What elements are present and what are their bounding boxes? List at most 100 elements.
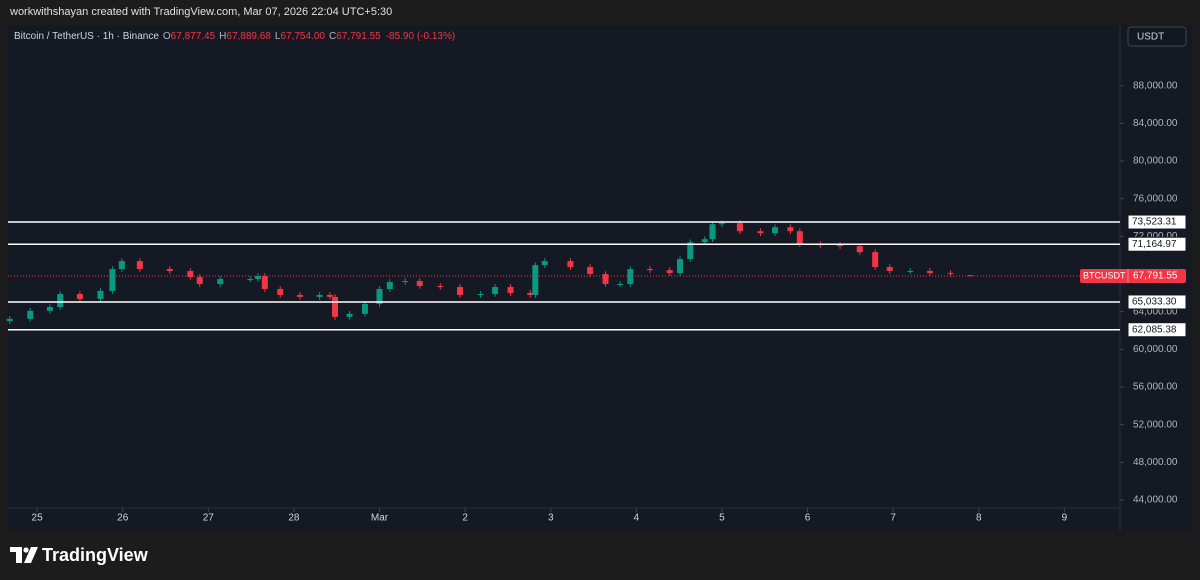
ohlc-value: 67,791.55 bbox=[336, 31, 381, 42]
candle-body bbox=[361, 303, 368, 314]
candle-body bbox=[437, 285, 444, 288]
y-tick-label: 72,000.00 bbox=[1133, 231, 1178, 242]
x-tick-label: 3 bbox=[548, 513, 554, 524]
level-label-box bbox=[1127, 214, 1187, 230]
candle-body bbox=[967, 275, 974, 277]
ohlc-key: C bbox=[329, 31, 336, 42]
candle-body bbox=[947, 273, 954, 275]
candle-body bbox=[541, 261, 548, 266]
candle-body bbox=[736, 223, 743, 232]
x-tick-label: 27 bbox=[203, 513, 215, 524]
ohlc-key: L bbox=[275, 31, 281, 42]
candle-body bbox=[109, 269, 116, 291]
ohlc-value: 67,877.45 bbox=[171, 31, 216, 42]
x-tick-label: 2 bbox=[462, 513, 468, 524]
x-tick-label: 8 bbox=[976, 513, 982, 524]
level-label: 71,164.97 bbox=[1132, 239, 1177, 250]
candle-body bbox=[456, 287, 463, 295]
candle-body bbox=[666, 270, 673, 274]
chart-panel bbox=[8, 25, 1192, 531]
level-label-box bbox=[1127, 294, 1187, 310]
candle-body bbox=[772, 227, 779, 234]
y-tick-label: 48,000.00 bbox=[1133, 457, 1178, 468]
candle-body bbox=[527, 292, 534, 295]
candle-body bbox=[837, 245, 844, 247]
x-tick-label: 5 bbox=[719, 513, 725, 524]
candle-body bbox=[676, 259, 683, 274]
logo-icon bbox=[10, 547, 38, 563]
ohlc-value: 67,754.00 bbox=[280, 31, 325, 42]
candle-body bbox=[118, 261, 125, 270]
y-tick-label: 88,000.00 bbox=[1133, 80, 1178, 91]
candle-body bbox=[627, 269, 634, 285]
candle-body bbox=[872, 252, 879, 268]
ohlc-value: 67,889.68 bbox=[226, 31, 271, 42]
candle-body bbox=[247, 279, 254, 281]
candle-body bbox=[76, 293, 83, 299]
plot: Bitcoin / TetherUS · 1h · Binance O67,877… bbox=[6, 31, 1187, 524]
candle-body bbox=[687, 242, 694, 260]
candle-body bbox=[587, 267, 594, 275]
candle-body bbox=[886, 267, 893, 272]
brand: TradingView bbox=[42, 545, 149, 565]
candle-body bbox=[196, 277, 203, 285]
level-label: 65,033.30 bbox=[1132, 297, 1177, 308]
candle-body bbox=[477, 293, 484, 295]
candle-body bbox=[617, 284, 624, 286]
candle-body bbox=[277, 289, 284, 295]
candle-body bbox=[326, 294, 333, 297]
x-tick-label: 4 bbox=[634, 513, 640, 524]
candle-body bbox=[416, 280, 423, 286]
candle-body bbox=[136, 261, 143, 270]
last-price-box bbox=[1080, 268, 1186, 283]
candle-body bbox=[46, 306, 53, 311]
candle-body bbox=[261, 276, 268, 290]
ohlc-key: H bbox=[219, 31, 226, 42]
candle-body bbox=[602, 274, 609, 285]
x-tick-label: 6 bbox=[805, 513, 811, 524]
level-label: 73,523.31 bbox=[1132, 217, 1177, 228]
y-tick-label: 64,000.00 bbox=[1133, 306, 1178, 317]
candle-body bbox=[346, 313, 353, 317]
currency: USDT bbox=[1137, 32, 1164, 43]
last-price-label: 67,791.55 bbox=[1133, 271, 1178, 282]
candle-body bbox=[296, 294, 303, 297]
y-tick-label: 60,000.00 bbox=[1133, 344, 1178, 355]
x-tick-label: 25 bbox=[32, 513, 44, 524]
y-tick-label: 84,000.00 bbox=[1133, 118, 1178, 129]
y-tick-label: 80,000.00 bbox=[1133, 156, 1178, 167]
symbol-line: Bitcoin / TetherUS · 1h · Binance O67,877… bbox=[14, 31, 455, 42]
candle-body bbox=[316, 294, 323, 297]
candle-body bbox=[492, 287, 499, 294]
candle-body bbox=[787, 227, 794, 232]
candle-body bbox=[856, 246, 863, 253]
attribution: workwithshayan created with TradingView.… bbox=[9, 6, 392, 18]
candle-body bbox=[187, 271, 194, 278]
candle-body bbox=[701, 239, 708, 243]
x-tick-label: 28 bbox=[288, 513, 300, 524]
ohlc-key: O bbox=[163, 31, 171, 42]
level-label-box bbox=[1127, 322, 1187, 338]
candle-body bbox=[532, 265, 539, 295]
currency-button[interactable] bbox=[1127, 26, 1187, 47]
symbol: Bitcoin / TetherUS · 1h · Binance bbox=[14, 31, 159, 42]
candle-body bbox=[757, 231, 764, 234]
candle-body bbox=[254, 276, 261, 280]
candle-body bbox=[376, 289, 383, 304]
level-label: 62,085.38 bbox=[1132, 324, 1177, 335]
last-price-name: BTCUSDT bbox=[1083, 270, 1126, 280]
candle-body bbox=[332, 296, 339, 317]
candle-body bbox=[907, 271, 914, 273]
candle-body bbox=[796, 231, 803, 245]
change: -85.90 (-0.13%) bbox=[386, 31, 455, 42]
candle-body bbox=[402, 280, 409, 283]
y-tick-label: 52,000.00 bbox=[1133, 419, 1178, 430]
x-tick-label: 9 bbox=[1062, 513, 1068, 524]
y-tick-label: 76,000.00 bbox=[1133, 193, 1178, 204]
candle-body bbox=[6, 318, 13, 322]
candle-body bbox=[507, 287, 514, 293]
x-tick-label: 26 bbox=[117, 513, 129, 524]
candle-body bbox=[27, 310, 34, 319]
